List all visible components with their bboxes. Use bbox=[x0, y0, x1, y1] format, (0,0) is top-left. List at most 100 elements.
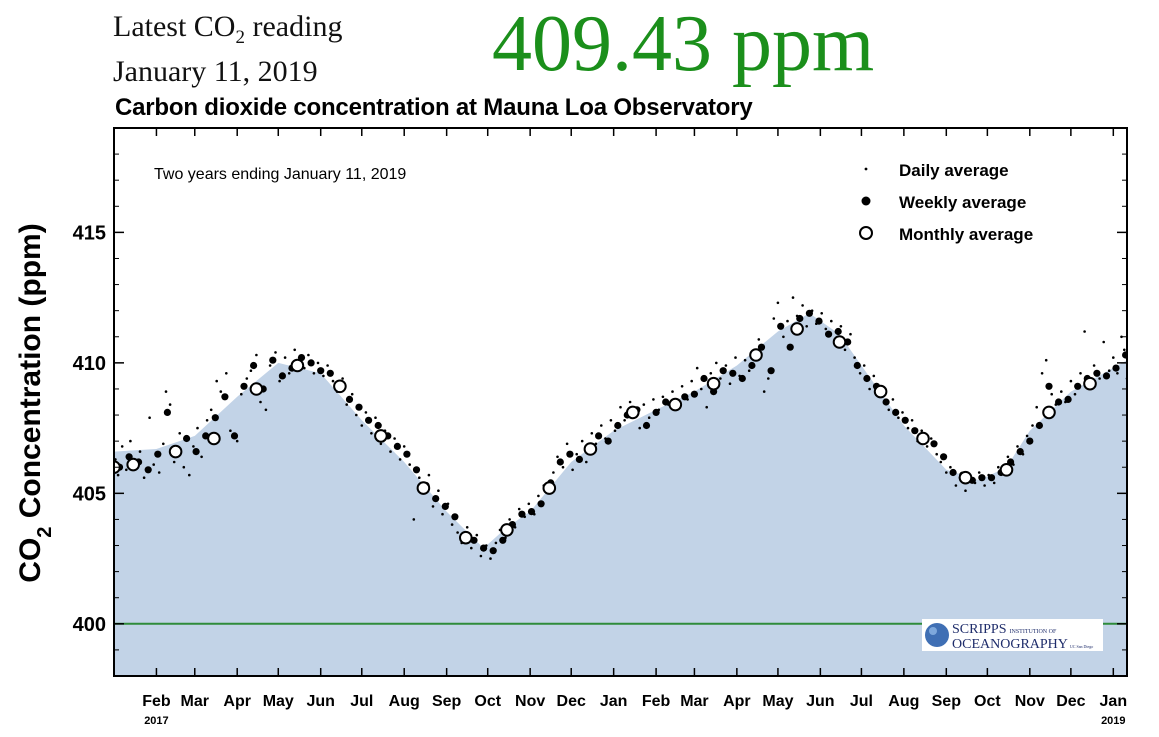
globe-icon bbox=[925, 623, 949, 647]
daily-point bbox=[1116, 372, 1119, 375]
weekly-point bbox=[192, 448, 200, 456]
weekly-point bbox=[432, 495, 440, 503]
daily-point bbox=[209, 408, 213, 412]
monthly-point bbox=[249, 382, 264, 396]
weekly-point bbox=[987, 474, 996, 482]
x-tick-label: Dec bbox=[1056, 693, 1085, 710]
daily-point bbox=[408, 463, 412, 466]
daily-point bbox=[719, 377, 722, 380]
weekly-point bbox=[805, 309, 814, 317]
weekly-point bbox=[269, 356, 277, 364]
daily-point bbox=[278, 379, 281, 383]
daily-point bbox=[398, 458, 402, 461]
y-tick-label: 415 bbox=[73, 222, 106, 244]
daily-point bbox=[418, 476, 421, 480]
daily-point bbox=[1120, 335, 1123, 339]
daily-point bbox=[268, 364, 272, 367]
monthly-point bbox=[500, 523, 514, 537]
daily-point bbox=[249, 369, 253, 373]
weekly-point bbox=[978, 474, 986, 482]
daily-point bbox=[762, 390, 766, 393]
daily-point bbox=[868, 387, 871, 391]
weekly-point bbox=[317, 367, 325, 375]
weekly-point bbox=[365, 416, 373, 424]
x-tick-label: Dec bbox=[557, 693, 586, 710]
daily-point bbox=[196, 426, 199, 430]
daily-point bbox=[129, 439, 132, 443]
daily-point bbox=[1092, 364, 1096, 367]
daily-point bbox=[178, 432, 181, 435]
x-tick-label: Feb bbox=[642, 693, 671, 710]
daily-point bbox=[1073, 392, 1077, 396]
daily-point bbox=[537, 494, 540, 498]
daily-point bbox=[642, 403, 646, 406]
daily-point bbox=[1040, 372, 1044, 375]
daily-point bbox=[920, 429, 923, 433]
daily-point bbox=[561, 465, 565, 469]
daily-point bbox=[1123, 348, 1126, 352]
weekly-point bbox=[412, 466, 421, 474]
x-tick-label: Sep bbox=[432, 693, 462, 710]
monthly-point bbox=[916, 431, 930, 446]
daily-point bbox=[747, 369, 751, 373]
weekly-point bbox=[595, 432, 603, 440]
daily-point bbox=[585, 460, 588, 464]
daily-point bbox=[1098, 377, 1101, 380]
daily-point bbox=[992, 481, 996, 485]
daily-point bbox=[245, 377, 249, 380]
weekly-point bbox=[719, 367, 727, 375]
weekly-point bbox=[901, 416, 909, 424]
daily-point bbox=[412, 518, 416, 521]
weekly-point bbox=[345, 395, 354, 403]
daily-point bbox=[954, 484, 958, 487]
daily-point bbox=[628, 400, 632, 404]
daily-point bbox=[897, 416, 900, 420]
x-tick-label: Oct bbox=[474, 693, 501, 710]
daily-point bbox=[700, 387, 703, 391]
monthly-point bbox=[626, 405, 640, 420]
legend-daily-label: Daily average bbox=[899, 161, 1009, 180]
x-tick-label: Mar bbox=[680, 693, 708, 710]
daily-point bbox=[116, 473, 120, 477]
daily-point bbox=[767, 377, 770, 380]
weekly-point bbox=[853, 361, 861, 370]
monthly-point bbox=[542, 481, 557, 495]
x-tick-label: Apr bbox=[223, 693, 251, 710]
x-tick-label: Apr bbox=[723, 693, 751, 710]
weekly-point bbox=[556, 458, 564, 466]
daily-point bbox=[164, 390, 168, 393]
daily-point bbox=[450, 523, 454, 526]
daily-point bbox=[370, 432, 373, 435]
daily-point bbox=[326, 364, 329, 367]
logo-name: SCRIPPS INSTITUTION OF bbox=[952, 622, 1057, 637]
daily-point bbox=[925, 445, 929, 448]
monthly-point bbox=[583, 442, 598, 456]
daily-point bbox=[138, 450, 142, 453]
daily-point bbox=[906, 426, 910, 430]
latest-reading-date: January 11, 2019 bbox=[113, 55, 318, 88]
weekly-point bbox=[604, 437, 612, 445]
daily-point bbox=[441, 512, 444, 516]
daily-point bbox=[580, 439, 584, 443]
weekly-point bbox=[518, 510, 526, 518]
daily-point bbox=[274, 351, 277, 354]
daily-point bbox=[162, 442, 165, 446]
daily-point bbox=[891, 398, 895, 401]
daily-point bbox=[283, 356, 287, 359]
daily-point bbox=[148, 416, 151, 420]
daily-point bbox=[929, 437, 933, 440]
monthly-point bbox=[668, 397, 683, 412]
daily-point bbox=[157, 471, 161, 474]
weekly-point bbox=[374, 421, 382, 430]
daily-point bbox=[776, 301, 780, 305]
daily-point bbox=[312, 372, 316, 375]
daily-point bbox=[743, 358, 747, 362]
weekly-point bbox=[1122, 351, 1127, 359]
weekly-point bbox=[240, 382, 248, 390]
weekly-point bbox=[1074, 382, 1082, 390]
weekly-point bbox=[777, 322, 785, 330]
legend-daily-marker bbox=[864, 167, 868, 171]
daily-point bbox=[849, 332, 852, 336]
daily-point bbox=[255, 353, 258, 357]
monthly-point bbox=[999, 463, 1014, 477]
